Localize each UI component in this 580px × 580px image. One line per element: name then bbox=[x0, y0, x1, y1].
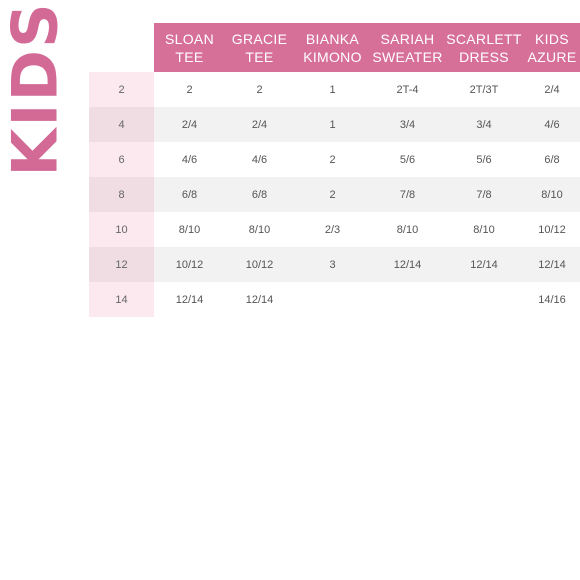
size-cell: 1 bbox=[294, 107, 371, 142]
column-header-line: SLOAN bbox=[165, 30, 214, 47]
size-label: 2 bbox=[89, 72, 154, 107]
size-cell: 2/3 bbox=[294, 212, 371, 247]
column-header-line: TEE bbox=[175, 48, 204, 65]
kids-title: KIDS bbox=[0, 1, 72, 176]
size-cell: 8/10 bbox=[524, 177, 580, 212]
column-header: GRACIE TEE bbox=[225, 23, 294, 72]
size-cell: 12/14 bbox=[524, 247, 580, 282]
size-label: 14 bbox=[89, 282, 154, 317]
size-cell: 5/6 bbox=[371, 142, 444, 177]
size-cell: 2/4 bbox=[225, 107, 294, 142]
size-cell: 8/10 bbox=[444, 212, 524, 247]
size-cell: 2 bbox=[225, 72, 294, 107]
table-corner bbox=[89, 23, 154, 72]
column-header-line: TEE bbox=[245, 48, 274, 65]
column-header-line: SWEATER bbox=[372, 48, 443, 65]
size-cell: 12/14 bbox=[371, 247, 444, 282]
size-cell: 10/12 bbox=[225, 247, 294, 282]
size-cell: 4/6 bbox=[225, 142, 294, 177]
size-cell: 12/14 bbox=[444, 247, 524, 282]
column-header-line: DRESS bbox=[459, 48, 509, 65]
size-cell bbox=[294, 282, 371, 317]
column-header-line: KIMONO bbox=[303, 48, 362, 65]
size-cell: 14/16 bbox=[524, 282, 580, 317]
size-label: 10 bbox=[89, 212, 154, 247]
column-header-line: GRACIE bbox=[231, 30, 288, 47]
column-header-line: AZURE bbox=[527, 48, 577, 65]
column-header: BIANKA KIMONO bbox=[294, 23, 371, 72]
size-cell: 6/8 bbox=[524, 142, 580, 177]
size-cell: 2 bbox=[294, 177, 371, 212]
size-cell: 8/10 bbox=[371, 212, 444, 247]
size-cell bbox=[444, 282, 524, 317]
size-label: 12 bbox=[89, 247, 154, 282]
size-cell: 2/4 bbox=[154, 107, 225, 142]
size-cell: 4/6 bbox=[524, 107, 580, 142]
size-cell: 4/6 bbox=[154, 142, 225, 177]
column-header-line: SARIAH bbox=[380, 30, 435, 47]
size-cell: 6/8 bbox=[154, 177, 225, 212]
size-cell: 2 bbox=[154, 72, 225, 107]
size-chart-table: SLOAN TEE GRACIE TEE BIANKA KIMONO SARIAH SWEAT… bbox=[89, 23, 580, 317]
size-cell: 7/8 bbox=[444, 177, 524, 212]
column-header-line: BIANKA bbox=[305, 30, 360, 47]
size-label: 4 bbox=[89, 107, 154, 142]
size-cell: 10/12 bbox=[154, 247, 225, 282]
size-cell: 5/6 bbox=[444, 142, 524, 177]
size-cell bbox=[371, 282, 444, 317]
size-cell: 2/4 bbox=[524, 72, 580, 107]
column-header: SCARLETT DRESS bbox=[444, 23, 524, 72]
size-cell: 8/10 bbox=[225, 212, 294, 247]
size-cell: 10/12 bbox=[524, 212, 580, 247]
size-cell: 1 bbox=[294, 72, 371, 107]
size-cell: 3 bbox=[294, 247, 371, 282]
size-cell: 3/4 bbox=[444, 107, 524, 142]
column-header-line: KIDS bbox=[535, 30, 569, 47]
size-cell: 6/8 bbox=[225, 177, 294, 212]
size-cell: 2T-4 bbox=[371, 72, 444, 107]
column-header-line: SCARLETT bbox=[446, 30, 522, 47]
size-cell: 8/10 bbox=[154, 212, 225, 247]
column-header: KIDS AZURE bbox=[524, 23, 580, 72]
column-header: SARIAH SWEATER bbox=[371, 23, 444, 72]
size-cell: 12/14 bbox=[225, 282, 294, 317]
size-label: 6 bbox=[89, 142, 154, 177]
size-label: 8 bbox=[89, 177, 154, 212]
size-cell: 2 bbox=[294, 142, 371, 177]
size-cell: 2T/3T bbox=[444, 72, 524, 107]
size-cell: 7/8 bbox=[371, 177, 444, 212]
kids-title-text: KIDS bbox=[0, 1, 73, 177]
size-cell: 12/14 bbox=[154, 282, 225, 317]
column-header: SLOAN TEE bbox=[154, 23, 225, 72]
size-cell: 3/4 bbox=[371, 107, 444, 142]
